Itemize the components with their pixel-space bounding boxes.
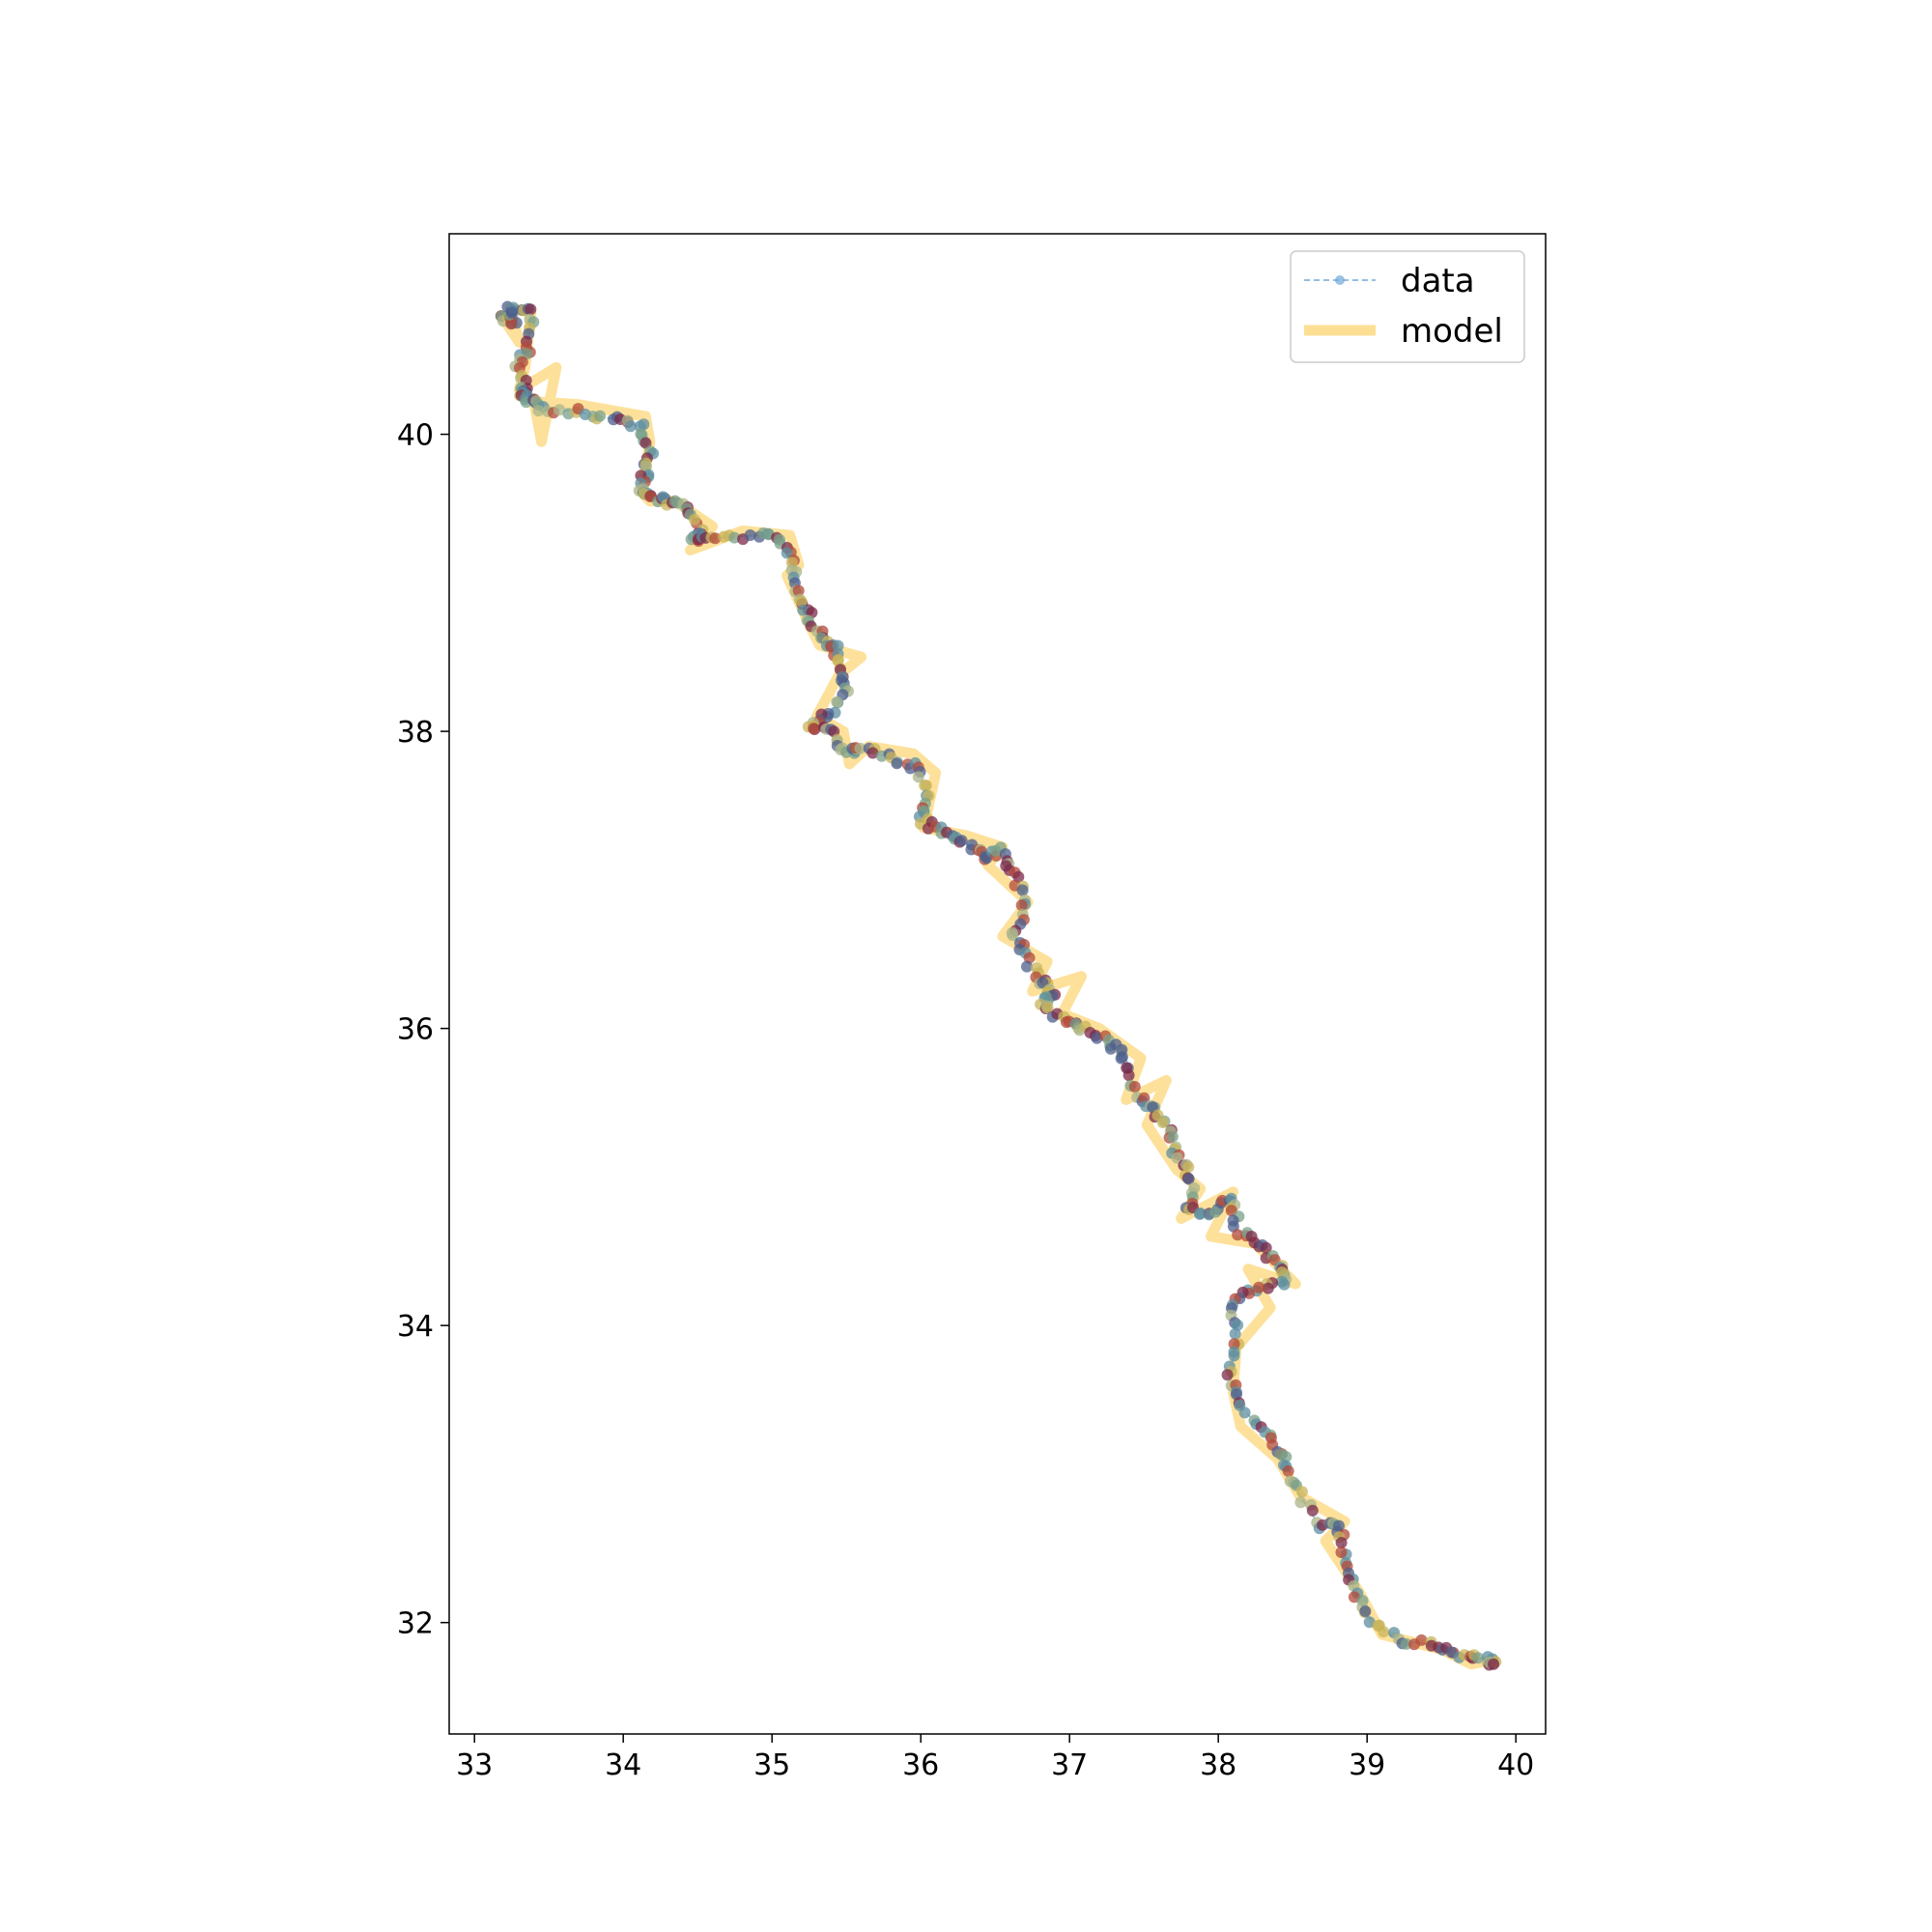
data-point bbox=[1335, 1537, 1348, 1548]
data-point bbox=[554, 404, 566, 416]
data-point bbox=[709, 532, 722, 545]
data-point bbox=[1228, 1338, 1240, 1350]
data-point bbox=[1282, 1464, 1294, 1477]
x-tick-label: 37 bbox=[1051, 1748, 1088, 1782]
data-point bbox=[1488, 1658, 1500, 1670]
plot-area bbox=[448, 233, 1547, 1735]
data-point bbox=[1294, 1496, 1307, 1509]
data-point bbox=[1295, 1486, 1308, 1498]
legend: data model bbox=[1290, 250, 1525, 363]
data-point bbox=[1275, 1275, 1288, 1288]
plot-background bbox=[449, 234, 1546, 1734]
data-point bbox=[912, 771, 924, 783]
plot-frame bbox=[448, 233, 1547, 1735]
x-tick-label: 33 bbox=[456, 1748, 493, 1782]
data-point bbox=[1232, 1229, 1244, 1241]
data-point bbox=[1238, 1406, 1251, 1419]
y-tick-label: 36 bbox=[397, 1013, 434, 1047]
data-point bbox=[525, 303, 537, 316]
data-point bbox=[854, 742, 867, 754]
x-tick-label: 34 bbox=[605, 1748, 641, 1782]
y-axis: 32 34 36 38 40 bbox=[397, 419, 449, 1641]
data-point bbox=[505, 306, 518, 319]
data-point bbox=[1378, 1626, 1390, 1638]
data-point bbox=[832, 639, 844, 652]
y-tick-label: 38 bbox=[397, 716, 434, 750]
data-point bbox=[1363, 1616, 1376, 1629]
x-axis: 33 34 35 36 37 38 39 40 bbox=[456, 1734, 1534, 1782]
x-tick-label: 35 bbox=[753, 1748, 790, 1782]
data-point bbox=[1472, 1652, 1484, 1664]
y-tick-label: 34 bbox=[397, 1310, 434, 1344]
data-point bbox=[795, 595, 808, 608]
data-point bbox=[1015, 899, 1028, 912]
data-point bbox=[1415, 1634, 1428, 1646]
data-point bbox=[1006, 926, 1018, 939]
data-point bbox=[1116, 1051, 1128, 1064]
legend-data-marker bbox=[1335, 275, 1345, 285]
x-tick-label: 38 bbox=[1200, 1748, 1236, 1782]
data-point bbox=[624, 420, 637, 433]
data-point bbox=[1122, 1069, 1135, 1082]
data-point bbox=[532, 405, 545, 417]
data-point bbox=[1221, 1369, 1234, 1381]
data-point bbox=[1041, 1002, 1054, 1014]
data-point bbox=[1128, 1081, 1141, 1093]
data-point bbox=[1260, 1241, 1272, 1254]
x-tick-label: 36 bbox=[902, 1748, 939, 1782]
data-point bbox=[1194, 1208, 1206, 1220]
data-point bbox=[1229, 1327, 1241, 1340]
x-tick-label: 39 bbox=[1349, 1748, 1385, 1782]
data-point bbox=[792, 584, 805, 597]
data-point bbox=[831, 696, 843, 708]
data-point bbox=[1016, 884, 1029, 896]
data-point bbox=[1012, 870, 1025, 883]
data-point bbox=[1306, 1504, 1319, 1517]
data-point bbox=[594, 410, 607, 422]
data-point bbox=[638, 418, 650, 431]
data-point bbox=[920, 780, 932, 792]
data-point bbox=[1209, 1206, 1222, 1218]
data-layer bbox=[495, 300, 1502, 1671]
x-tick-label: 40 bbox=[1497, 1748, 1534, 1782]
data-point bbox=[797, 604, 810, 616]
y-tick-label: 40 bbox=[397, 419, 434, 453]
data-point bbox=[781, 547, 793, 559]
data-point bbox=[1182, 1173, 1195, 1185]
y-tick-label: 32 bbox=[397, 1607, 434, 1641]
data-point bbox=[744, 529, 756, 541]
data-point bbox=[689, 513, 700, 526]
data-point bbox=[1023, 952, 1036, 964]
data-point bbox=[1021, 960, 1033, 973]
data-point bbox=[1335, 1547, 1348, 1558]
data-point bbox=[1228, 1350, 1240, 1362]
data-point bbox=[808, 723, 820, 735]
data-point bbox=[1156, 1117, 1169, 1128]
data-point bbox=[1262, 1282, 1274, 1294]
legend-label-data: data bbox=[1401, 262, 1475, 300]
data-point bbox=[1166, 1130, 1179, 1143]
legend-label-model: model bbox=[1401, 312, 1503, 351]
data-point bbox=[955, 835, 968, 847]
data-point bbox=[1253, 1281, 1265, 1293]
data-point bbox=[867, 747, 879, 759]
data-point bbox=[1061, 1016, 1072, 1029]
data-point bbox=[1359, 1605, 1372, 1617]
data-point bbox=[891, 757, 903, 770]
